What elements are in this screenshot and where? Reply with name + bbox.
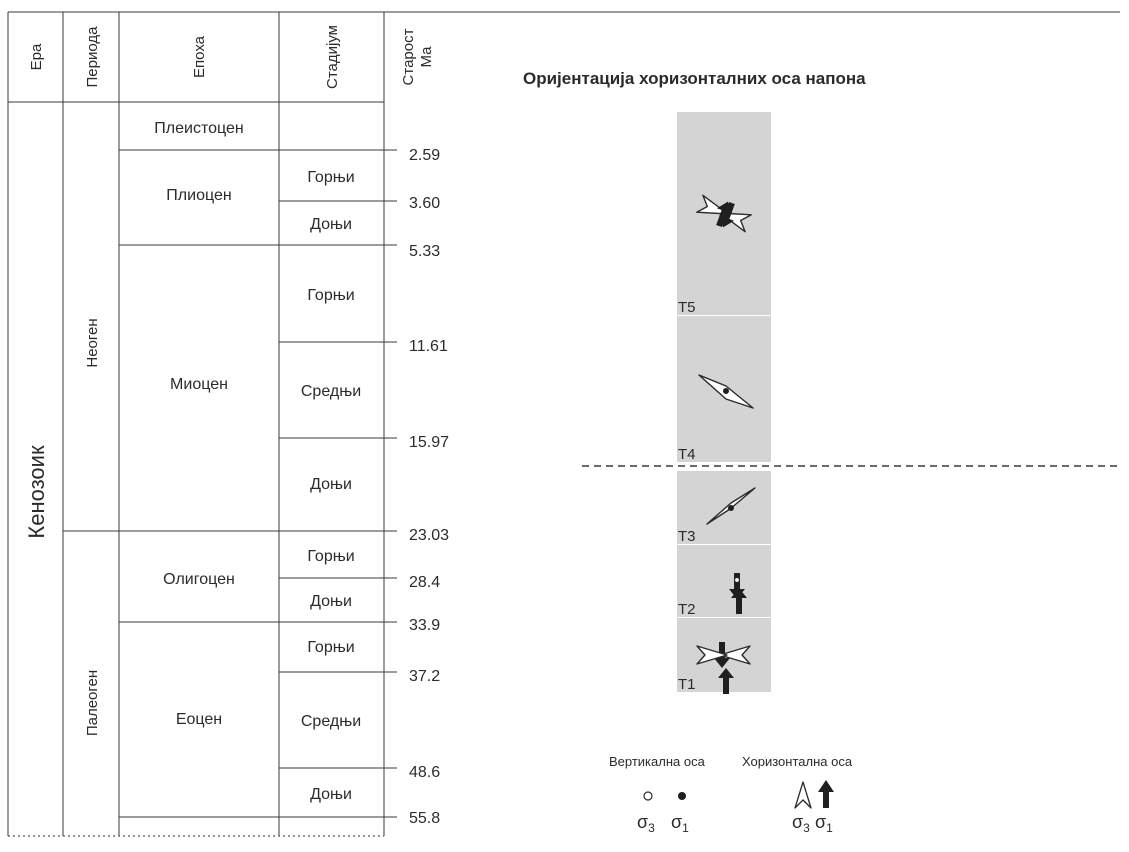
stress-symbol-t4: [698, 374, 754, 409]
stage-oligocene-upper: Горњи: [307, 548, 354, 565]
age-label: 37.2: [409, 668, 440, 685]
legend-sigma1-horizontal-icon: [818, 780, 834, 808]
svg-text:σ3: σ3: [637, 812, 655, 835]
legend-vertical-axis: Вертикална оса: [609, 754, 706, 769]
panel-t2: [677, 545, 771, 617]
stage-miocene-lower: Доњи: [310, 476, 352, 493]
phase-label-t2: T2: [678, 601, 696, 618]
period-neogen: Неоген: [84, 318, 101, 367]
stage-eocene-lower: Доњи: [310, 786, 352, 803]
stage-miocene-upper: Горњи: [307, 287, 354, 304]
header-era: Ера: [28, 43, 45, 70]
age-label: 48.6: [409, 764, 440, 781]
panel-t3: [677, 471, 771, 544]
legend-sigma3-vertical-icon: [643, 791, 653, 801]
header-age-line1: Старост: [400, 28, 417, 85]
period-paleogen: Палеоген: [84, 670, 101, 736]
diagram-title: Оријентација хоризонталних оса напона: [523, 69, 866, 88]
age-label: 15.97: [409, 434, 449, 451]
table-grid: [7, 11, 1120, 836]
age-label: 2.59: [409, 147, 440, 164]
epoch-pleistocene: Плеистоцен: [154, 120, 243, 137]
stage-pliocene-upper: Горњи: [307, 169, 354, 186]
stress-panels: [677, 112, 771, 692]
header-epoch: Епоха: [191, 35, 208, 78]
svg-text:σ3: σ3: [792, 812, 810, 835]
epoch-oligocene: Олигоцен: [163, 571, 235, 588]
legend: Вертикална оса Хоризонтална оса σ3 σ1 σ3…: [609, 754, 853, 835]
header-age-line2: Ма: [418, 46, 435, 68]
age-label: 55.8: [409, 810, 440, 827]
svg-text:σ1: σ1: [815, 812, 833, 835]
stress-symbol-t3: [706, 487, 756, 525]
header-stage: Стадијум: [324, 25, 341, 89]
phase-label-t4: T4: [678, 446, 696, 463]
stress-symbol-t2: [729, 573, 747, 614]
stage-oligocene-lower: Доњи: [310, 593, 352, 610]
phase-label-t1: T1: [678, 676, 696, 693]
age-label: 33.9: [409, 617, 440, 634]
age-label: 11.61: [409, 338, 448, 355]
phase-label-t5: T5: [678, 299, 696, 316]
age-label: 5.33: [409, 243, 440, 260]
stage-eocene-middle: Средњи: [301, 713, 361, 730]
stage-miocene-middle: Средњи: [301, 383, 361, 400]
age-label: 23.03: [409, 527, 449, 544]
epoch-eocene: Еоцен: [176, 711, 222, 728]
epoch-miocene: Миоцен: [170, 376, 228, 393]
legend-sigma3-horizontal-icon: [794, 781, 812, 809]
svg-text:σ1: σ1: [671, 812, 689, 835]
legend-horizontal-axis: Хоризонтална оса: [742, 754, 853, 769]
legend-sigma1-vertical-icon: [678, 792, 686, 800]
epoch-pliocene: Плиоцен: [166, 187, 231, 204]
header-period: Периода: [84, 26, 101, 88]
age-label: 28.4: [409, 574, 440, 591]
phase-label-t3: T3: [678, 528, 696, 545]
age-label: 3.60: [409, 195, 440, 212]
stage-eocene-upper: Горњи: [307, 639, 354, 656]
era-label: Кенозоик: [24, 445, 49, 539]
stage-pliocene-lower: Доњи: [310, 216, 352, 233]
